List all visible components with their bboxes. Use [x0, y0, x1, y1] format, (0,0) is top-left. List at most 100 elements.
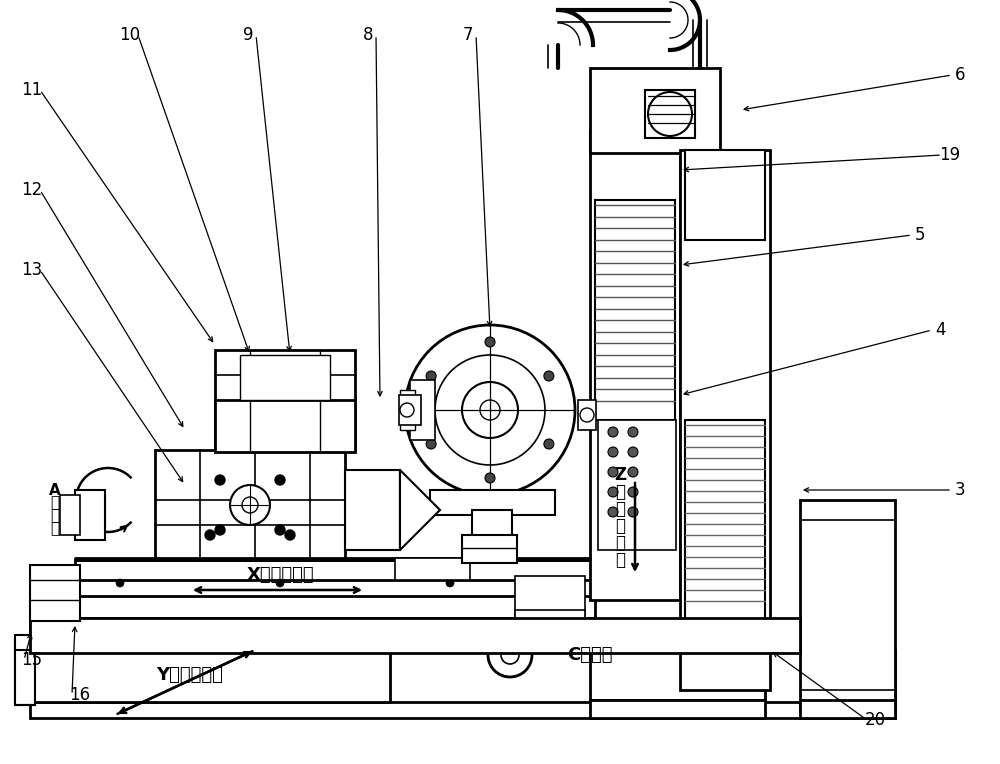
Bar [215, 400, 355, 452]
Circle shape [242, 497, 258, 513]
Circle shape [116, 579, 124, 587]
Circle shape [462, 382, 518, 438]
Bar [75, 490, 105, 540]
Bar [595, 200, 675, 420]
Circle shape [435, 355, 545, 465]
Bar [645, 90, 695, 138]
Text: 5: 5 [915, 226, 925, 244]
Circle shape [628, 427, 638, 437]
Bar [30, 620, 590, 650]
Bar [60, 495, 80, 535]
Circle shape [628, 487, 638, 497]
Text: 6: 6 [955, 66, 965, 84]
Bar [240, 355, 330, 400]
Circle shape [608, 487, 618, 497]
Circle shape [608, 467, 618, 477]
Text: 12: 12 [21, 181, 43, 199]
Circle shape [488, 633, 532, 677]
Text: 19: 19 [939, 146, 961, 164]
Bar [680, 150, 770, 690]
Polygon shape [400, 470, 440, 550]
Bar [590, 68, 720, 153]
Bar [800, 700, 895, 718]
Circle shape [205, 530, 215, 540]
Bar [155, 450, 345, 560]
Text: 回: 回 [50, 509, 60, 523]
Circle shape [648, 92, 692, 136]
Text: X軸左右移動: X軸左右移動 [246, 566, 314, 584]
Circle shape [608, 507, 618, 517]
Text: 7: 7 [463, 26, 473, 44]
Bar [800, 500, 895, 710]
Bar [215, 350, 355, 450]
Text: 15: 15 [21, 651, 43, 669]
Text: 16: 16 [69, 686, 91, 704]
Text: 10: 10 [119, 26, 141, 44]
Bar [590, 580, 765, 700]
Circle shape [426, 371, 436, 381]
Bar [345, 470, 400, 550]
Text: Y軸前后移動: Y軸前后移動 [157, 666, 223, 684]
Circle shape [426, 439, 436, 449]
Bar [30, 650, 390, 702]
Bar [410, 380, 435, 440]
Circle shape [285, 530, 295, 540]
Bar [685, 420, 765, 620]
Text: 11: 11 [21, 81, 43, 99]
Text: 軸: 軸 [50, 496, 60, 510]
Text: 9: 9 [243, 26, 253, 44]
Circle shape [215, 475, 225, 485]
Bar [30, 700, 895, 718]
Text: 上: 上 [615, 500, 625, 518]
Circle shape [608, 427, 618, 437]
Bar [75, 580, 595, 598]
Text: 移: 移 [615, 534, 625, 552]
Bar [472, 510, 512, 540]
Circle shape [544, 439, 554, 449]
Bar [598, 420, 676, 550]
Circle shape [215, 525, 225, 535]
Circle shape [501, 646, 519, 664]
Text: 8: 8 [363, 26, 373, 44]
Bar [515, 576, 585, 616]
Circle shape [544, 371, 554, 381]
Circle shape [400, 403, 414, 417]
Text: 3: 3 [955, 481, 965, 499]
Circle shape [480, 400, 500, 420]
Circle shape [485, 473, 495, 483]
Bar [30, 618, 800, 653]
Text: 軸: 軸 [615, 483, 625, 501]
Bar [75, 560, 595, 582]
Text: 動: 動 [615, 551, 625, 569]
Circle shape [275, 475, 285, 485]
Circle shape [275, 525, 285, 535]
Bar [15, 635, 35, 705]
Bar [30, 650, 895, 702]
Bar [480, 538, 504, 556]
Text: 4: 4 [935, 321, 945, 339]
Bar [515, 610, 585, 622]
Circle shape [276, 579, 284, 587]
Circle shape [485, 337, 495, 347]
Bar [30, 615, 590, 623]
Text: 20: 20 [864, 711, 886, 729]
Text: 下: 下 [615, 517, 625, 535]
Bar [590, 700, 765, 718]
Bar [685, 150, 765, 240]
Bar [30, 565, 80, 621]
Bar [578, 400, 596, 430]
Bar [462, 535, 517, 563]
Circle shape [628, 467, 638, 477]
Circle shape [405, 325, 575, 495]
Circle shape [446, 579, 454, 587]
Text: 轉: 轉 [50, 522, 60, 536]
Text: 13: 13 [21, 261, 43, 279]
Circle shape [628, 447, 638, 457]
Bar [590, 130, 680, 152]
Circle shape [608, 447, 618, 457]
Circle shape [230, 485, 270, 525]
Bar [590, 150, 680, 600]
Text: A: A [49, 483, 61, 497]
Bar [400, 390, 415, 430]
Bar [430, 490, 555, 515]
